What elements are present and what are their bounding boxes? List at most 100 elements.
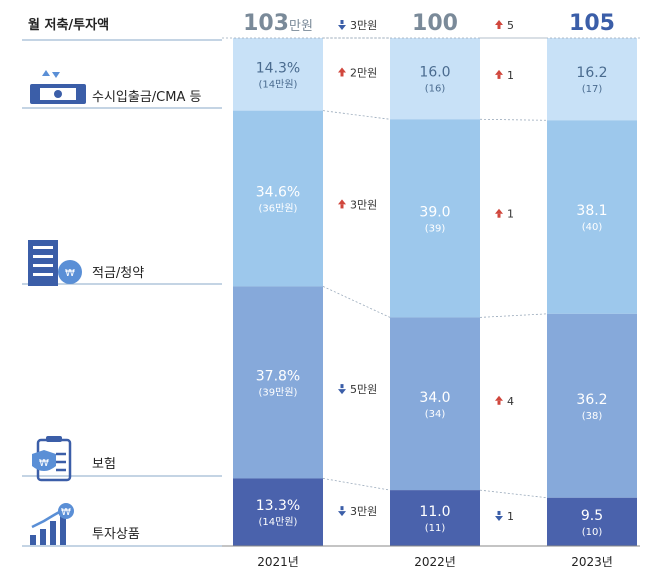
data-labels: 14.3% (14만원) 16.0 (16) 16.2 (17) 34.6% (36만원) 39… <box>243 11 615 538</box>
value-sublabel: (39만원) <box>259 386 298 398</box>
arrow-shaft <box>497 74 501 79</box>
bar-4-2 <box>390 490 480 546</box>
arrow-head <box>338 389 346 395</box>
arrow-head <box>338 25 346 30</box>
up-arrow <box>42 70 50 76</box>
up-arrow-icon <box>495 69 503 79</box>
value-label: 37.8% <box>256 368 300 384</box>
growth-chart-icon: ₩ <box>30 503 74 545</box>
connector-line <box>479 489 548 499</box>
change-label: 5만원 <box>350 383 377 396</box>
value-label: 11.0 <box>419 504 450 520</box>
arrow-shaft <box>497 213 501 218</box>
x-tick-label: 2022년 <box>414 555 456 569</box>
bar-1-1 <box>233 38 323 111</box>
value-sublabel: (14만원) <box>259 516 298 528</box>
value-label: 14.3% <box>256 60 300 76</box>
arrow-head <box>338 511 346 517</box>
growth-bar <box>50 521 56 545</box>
building-window <box>33 273 53 276</box>
arrow-shaft <box>340 72 344 77</box>
bar-1-3 <box>547 38 637 121</box>
cash-dot <box>54 90 62 98</box>
cash-icon <box>30 70 86 104</box>
value-sublabel: (40) <box>582 222 603 233</box>
growth-bar <box>40 529 46 545</box>
legend-label: 적금/청약 <box>92 266 144 281</box>
value-sublabel: (38) <box>582 411 603 422</box>
change-label: 3만원 <box>350 505 377 518</box>
up-arrow-icon <box>338 67 346 77</box>
value-label: 39.0 <box>419 204 450 220</box>
value-sublabel: (14만원) <box>259 78 298 90</box>
won-symbol: ₩ <box>65 268 75 279</box>
change-label: 1 <box>507 510 514 523</box>
total-change-label: 5 <box>507 19 514 32</box>
up-arrow-icon <box>495 395 503 405</box>
value-label: 16.0 <box>419 65 450 81</box>
shield <box>32 450 56 471</box>
value-sublabel: (39) <box>425 223 446 234</box>
value-label: 16.2 <box>576 65 607 81</box>
total-value: 100 <box>412 11 458 36</box>
x-tick-label: 2023년 <box>571 555 613 569</box>
arrow-shaft <box>340 20 344 24</box>
arrow-shaft <box>497 400 501 405</box>
arrow-shaft <box>340 506 344 511</box>
value-sublabel: (34) <box>425 409 446 420</box>
value-label: 9.5 <box>581 508 603 524</box>
up-arrow-icon <box>495 20 503 29</box>
connector-line <box>479 118 548 121</box>
value-sublabel: (36만원) <box>259 203 298 215</box>
value-label: 34.0 <box>419 390 450 406</box>
change-label: 2만원 <box>350 66 377 79</box>
legend-label: 투자상품 <box>92 527 140 542</box>
building-window <box>33 246 53 249</box>
total-value: 105 <box>569 11 615 36</box>
total-label: 103만원 <box>243 11 313 36</box>
coin <box>58 503 74 519</box>
arrow-shaft <box>340 384 344 389</box>
building-money-icon: ₩ <box>28 240 82 286</box>
bar-1-2 <box>390 38 480 120</box>
arrow-shaft <box>340 204 344 209</box>
value-sublabel: (10) <box>582 527 603 538</box>
building-window <box>33 264 53 267</box>
insurance-clipboard-icon: ₩ <box>32 436 72 482</box>
x-tick-label: 2021년 <box>257 555 299 569</box>
value-label: 36.2 <box>576 392 607 408</box>
value-sublabel: (17) <box>582 84 603 95</box>
legend-label: 수시입출금/CMA 등 <box>92 90 201 105</box>
arrow-shaft <box>497 510 501 515</box>
growth-bar <box>60 513 66 545</box>
total-change-label: 3만원 <box>350 19 377 32</box>
bar-2-2 <box>390 119 480 318</box>
value-sublabel: (16) <box>425 84 446 95</box>
down-arrow-icon <box>338 20 346 30</box>
won-symbol: ₩ <box>39 458 49 469</box>
up-arrow-icon <box>495 208 503 218</box>
change-label: 1 <box>507 69 514 82</box>
total-value: 103 <box>243 11 289 36</box>
bar-3-1 <box>233 286 323 479</box>
total-label: 105 <box>569 11 615 36</box>
arrow-head <box>495 20 503 25</box>
growth-bar <box>30 535 36 545</box>
arrow-shaft <box>497 25 501 29</box>
arrow-head <box>338 67 346 73</box>
value-sublabel: (11) <box>425 523 446 534</box>
down-arrow <box>52 72 60 78</box>
x-axis: 2021년 2022년 2023년 <box>222 545 640 569</box>
connector-line <box>322 478 391 491</box>
chart-header: 월 저축/투자액 <box>28 17 109 33</box>
arrow-head <box>495 69 503 75</box>
bar-3-3 <box>547 313 637 498</box>
bar-2-1 <box>233 110 323 287</box>
value-label: 13.3% <box>256 498 300 514</box>
connector-line <box>479 313 548 318</box>
bar-4-1 <box>233 478 323 546</box>
change-label: 1 <box>507 208 514 221</box>
bars <box>222 37 640 546</box>
